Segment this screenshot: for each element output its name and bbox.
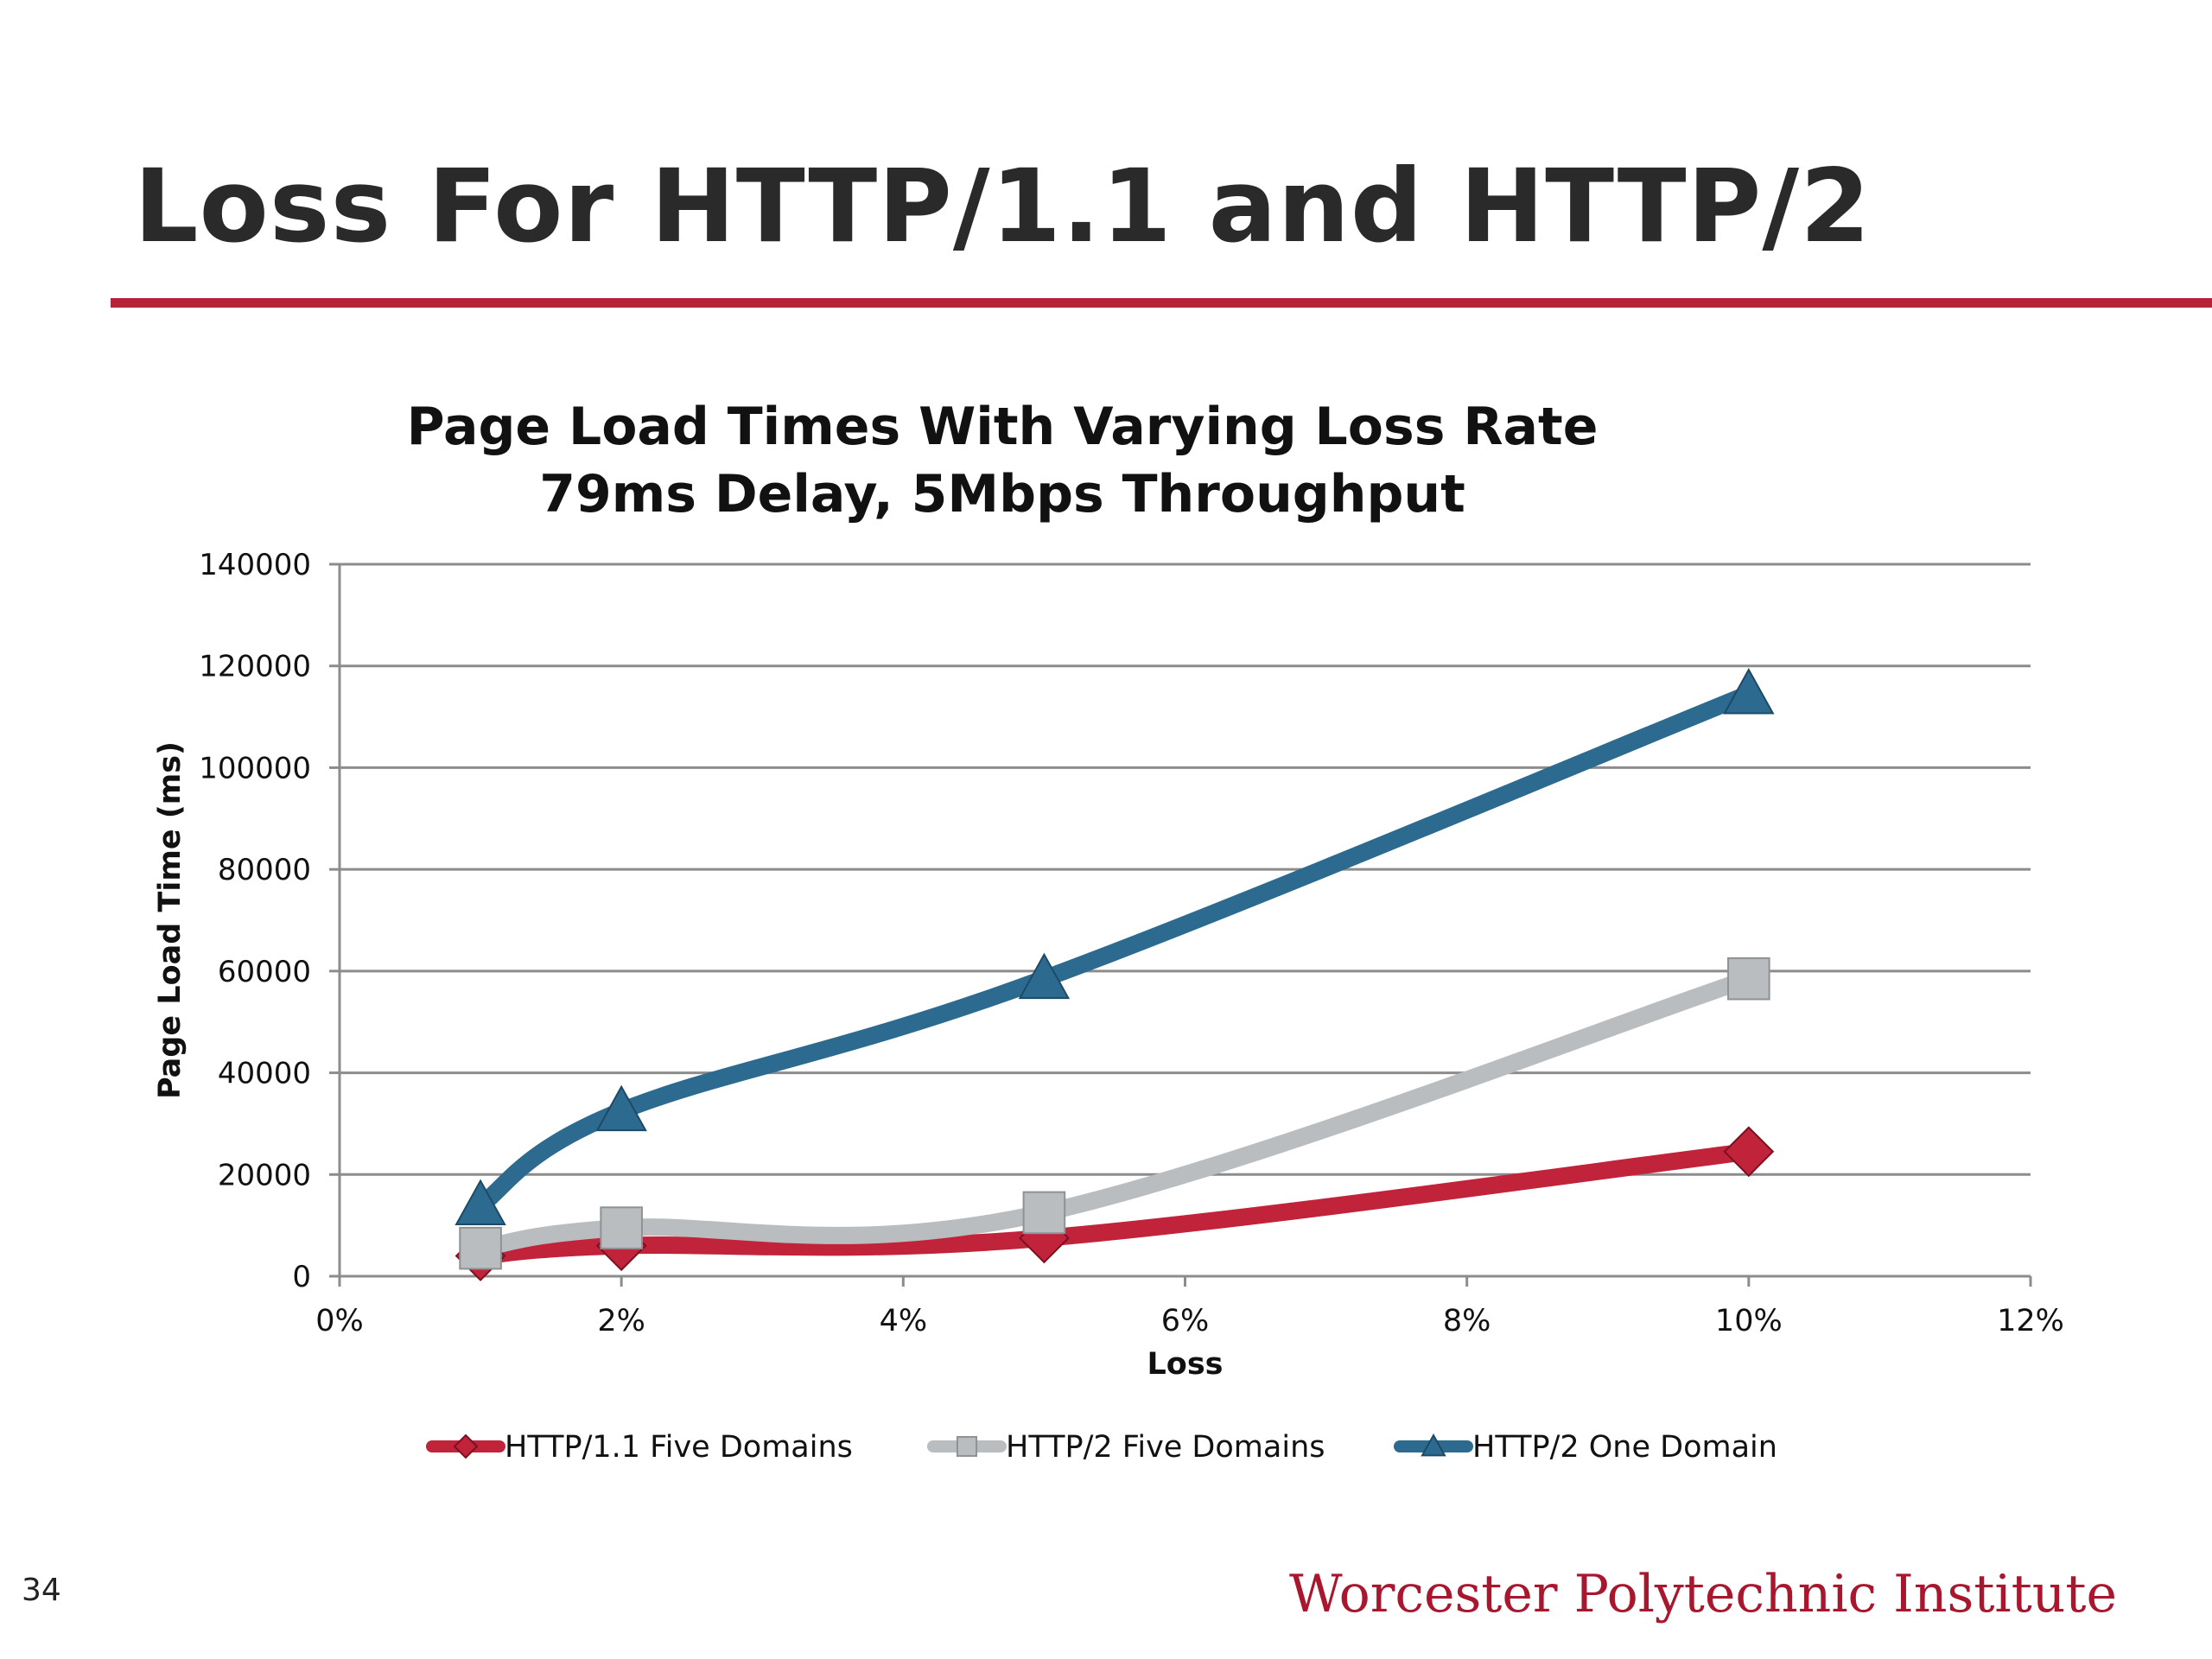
x-tick-label: 12%: [1997, 1304, 2064, 1338]
legend-label-2: HTTP/2 One Domain: [1472, 1430, 1777, 1465]
y-tick-label: 140000: [199, 548, 311, 582]
y-tick-label: 20000: [218, 1158, 311, 1192]
tick-labels: 0 20000 40000 60000 80000 100000 120000 140000 0…: [153, 548, 2064, 1382]
series-line-2: [472, 685, 1758, 1214]
institution-logo-text: Worcester Polytechnic Institute: [1288, 1564, 2117, 1624]
data-point-1-1: [600, 1206, 643, 1249]
series-line-0: [472, 1142, 1758, 1265]
data-point-2-2: [1018, 952, 1071, 1000]
chart-title-line-2: 79ms Delay, 5Mbps Throughput: [539, 464, 1465, 524]
x-tick-label: 4%: [880, 1304, 928, 1338]
legend-marker-2: [1421, 1433, 1446, 1457]
y-tick-label: 80000: [218, 853, 311, 887]
data-point-1-0: [459, 1226, 502, 1270]
series-line-1: [472, 969, 1758, 1257]
series-lines: [472, 685, 1758, 1265]
data-point-2-3: [1723, 668, 1775, 715]
y-tick-label: 120000: [199, 650, 311, 684]
slide-title: Loss For HTTP/1.1 and HTTP/2: [134, 147, 1872, 265]
y-axis-title: Page Load Time (ms): [153, 741, 188, 1099]
y-tick-label: 100000: [199, 751, 311, 785]
y-tick-label: 0: [292, 1260, 311, 1294]
axes: [329, 563, 2032, 1287]
x-tick-label: 6%: [1161, 1304, 1210, 1338]
data-point-2-1: [595, 1084, 647, 1132]
x-axis-title: Loss: [1147, 1347, 1223, 1382]
x-tick-label: 10%: [1715, 1304, 1783, 1338]
x-tick-label: 8%: [1443, 1304, 1491, 1338]
page-number: 34: [22, 1573, 61, 1608]
legend-label-1: HTTP/2 Five Domains: [1006, 1430, 1325, 1465]
data-point-1-3: [1727, 957, 1770, 1001]
x-tick-label: 2%: [597, 1304, 645, 1338]
grid-lines: [340, 563, 2031, 1176]
data-point-2-0: [454, 1179, 506, 1225]
legend-label-0: HTTP/1.1 Five Domains: [505, 1430, 853, 1465]
series-markers: [454, 668, 1775, 1281]
data-point-0-3: [1723, 1126, 1775, 1178]
y-tick-label: 60000: [218, 955, 311, 989]
legend: HTTP/1.1 Five Domains HTTP/2 Five Domains…: [426, 1430, 1777, 1465]
chart-title-line-1: Page Load Times With Varying Loss Rate: [406, 397, 1599, 457]
x-tick-label: 0%: [315, 1304, 364, 1338]
legend-marker-0: [453, 1433, 479, 1459]
title-divider: [111, 298, 2212, 308]
data-point-1-2: [1022, 1191, 1066, 1235]
y-tick-label: 40000: [218, 1057, 311, 1091]
legend-marker-1: [956, 1435, 978, 1458]
